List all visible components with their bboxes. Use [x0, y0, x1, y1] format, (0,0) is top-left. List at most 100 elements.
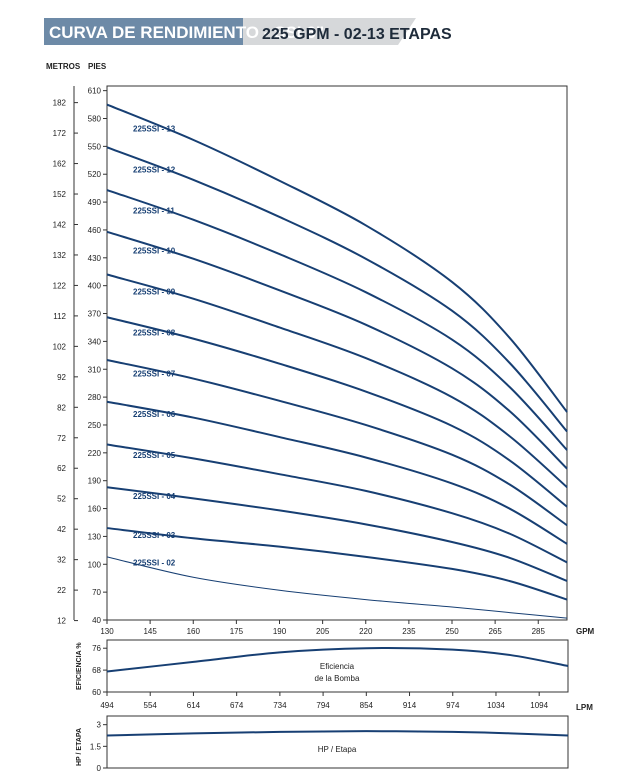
head-curve [106, 400, 568, 545]
feet-tick-label: 280 [88, 393, 102, 402]
title-banner [44, 18, 243, 45]
gpm-axis-title: GPM [576, 627, 595, 636]
meters-tick-label: 172 [53, 129, 67, 138]
meters-tick-label: 92 [57, 373, 66, 382]
lpm-tick-label: 1034 [487, 701, 505, 710]
hp-tick-label: 3 [97, 721, 102, 730]
gpm-tick-label: 265 [488, 627, 502, 636]
feet-axis-title: PIES [88, 62, 107, 71]
hp-tick-label: 0 [97, 764, 102, 773]
lpm-tick-label: 494 [100, 701, 114, 710]
meters-tick-label: 22 [57, 586, 66, 595]
efficiency-tick-label: 68 [92, 666, 101, 675]
meters-tick-label: 142 [53, 220, 67, 229]
gpm-tick-label: 220 [359, 627, 373, 636]
lpm-tick-label: 854 [360, 701, 374, 710]
efficiency-annotation: de la Bomba [315, 674, 360, 683]
feet-tick-label: 610 [88, 87, 102, 96]
hp-curve [106, 730, 569, 737]
curve-label: 225SSI - 03 [133, 531, 176, 540]
feet-tick-label: 520 [88, 170, 102, 179]
head-curve [106, 486, 568, 582]
gpm-tick-label: 235 [402, 627, 416, 636]
meters-tick-label: 72 [57, 434, 66, 443]
lpm-tick-label: 674 [230, 701, 244, 710]
head-curve [106, 316, 568, 508]
feet-tick-label: 160 [88, 505, 102, 514]
curve-label: 225SSI - 04 [133, 492, 176, 501]
curve-label: 225SSI - 09 [133, 288, 176, 297]
feet-tick-label: 250 [88, 421, 102, 430]
gpm-tick-label: 190 [273, 627, 287, 636]
curve-label: 225SSI - 08 [133, 329, 176, 338]
curve-label: 225SSI - 12 [133, 166, 176, 175]
efficiency-curve [106, 647, 569, 673]
feet-tick-label: 400 [88, 282, 102, 291]
subtitle-banner [243, 18, 416, 45]
feet-tick-label: 430 [88, 254, 102, 263]
meters-tick-label: 42 [57, 525, 66, 534]
hp-axis-title: HP / ETAPA [76, 728, 83, 766]
gpm-tick-label: 285 [532, 627, 546, 636]
curve-label: 225SSI - 11 [133, 207, 175, 216]
head-curve [106, 103, 568, 413]
feet-tick-label: 130 [88, 532, 102, 541]
plot-frame [106, 85, 568, 621]
efficiency-tick-label: 76 [92, 644, 101, 653]
chart-title: CURVA DE RENDIMIENTO - SSI 6” [49, 23, 324, 42]
curve-label: 225SSI - 13 [133, 125, 176, 134]
gpm-tick-label: 130 [100, 627, 114, 636]
lpm-tick-label: 794 [316, 701, 330, 710]
lpm-tick-label: 1094 [530, 701, 548, 710]
head-curve [106, 189, 568, 451]
curve-label: 225SSI - 02 [133, 559, 176, 568]
curve-label: 225SSI - 06 [133, 410, 176, 419]
feet-tick-label: 490 [88, 198, 102, 207]
meters-tick-label: 52 [57, 495, 66, 504]
feet-tick-label: 40 [92, 616, 101, 625]
lpm-tick-label: 734 [273, 701, 287, 710]
lpm-tick-label: 554 [144, 701, 158, 710]
gpm-tick-label: 205 [316, 627, 330, 636]
head-curve [106, 230, 568, 470]
meters-tick-label: 112 [53, 312, 66, 321]
meters-tick-label: 102 [53, 342, 67, 351]
hp-tick-label: 1.5 [90, 742, 102, 751]
efficiency-tick-label: 60 [92, 688, 101, 697]
meters-tick-label: 132 [53, 251, 67, 260]
chart-header: CURVA DE RENDIMIENTO - SSI 6” 225 GPM - … [44, 18, 452, 45]
feet-tick-label: 100 [88, 560, 102, 569]
meters-tick-label: 32 [57, 556, 66, 565]
curve-label: 225SSI - 07 [133, 370, 176, 379]
meters-tick-label: 182 [53, 99, 67, 108]
meters-tick-label: 82 [57, 403, 66, 412]
head-curve [106, 358, 568, 527]
hp-annotation: HP / Etapa [318, 745, 357, 754]
feet-tick-label: 550 [88, 142, 102, 151]
meters-axis-title: METROS [46, 62, 81, 71]
hp-frame [106, 715, 569, 769]
head-curve [106, 443, 568, 564]
curve-label: 225SSI - 10 [133, 247, 176, 256]
lpm-tick-label: 914 [403, 701, 417, 710]
feet-tick-label: 370 [88, 310, 102, 319]
head-curve [106, 527, 568, 601]
lpm-tick-label: 974 [446, 701, 460, 710]
meters-tick-label: 122 [53, 281, 67, 290]
chart-subtitle: 225 GPM - 02-13 ETAPAS [262, 26, 452, 43]
meters-tick-label: 152 [53, 190, 67, 199]
feet-tick-label: 580 [88, 115, 102, 124]
feet-tick-label: 340 [88, 337, 102, 346]
gpm-tick-label: 250 [445, 627, 459, 636]
feet-tick-label: 310 [88, 365, 102, 374]
gpm-tick-label: 145 [143, 627, 157, 636]
head-curve [106, 556, 568, 619]
lpm-axis-title: LPM [576, 703, 593, 712]
feet-tick-label: 190 [88, 477, 102, 486]
curve-label: 225SSI - 05 [133, 451, 176, 460]
meters-tick-label: 62 [57, 464, 66, 473]
gpm-tick-label: 175 [230, 627, 244, 636]
head-curve [106, 146, 568, 433]
meters-tick-label: 12 [57, 617, 66, 626]
